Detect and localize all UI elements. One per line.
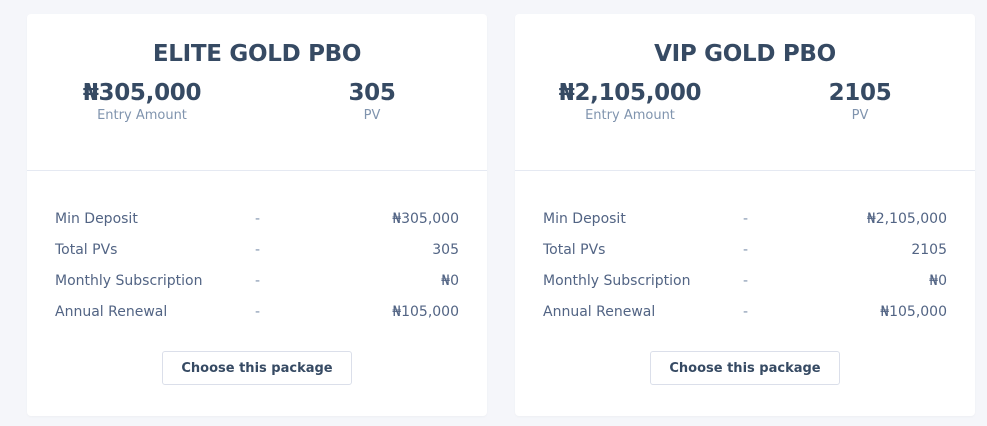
detail-separator: - — [743, 241, 749, 258]
button-wrapper: Choose this package — [55, 351, 459, 385]
detail-row-annual-renewal: Annual Renewal - ₦105,000 — [55, 296, 459, 327]
detail-label: Annual Renewal — [543, 303, 656, 320]
detail-value: ₦305,000 — [392, 210, 459, 227]
package-details: Min Deposit - ₦2,105,000 Total PVs - 210… — [515, 171, 975, 385]
entry-amount-value: ₦305,000 — [82, 80, 202, 106]
pv-stat: 305 PV — [257, 79, 487, 124]
detail-row-min-deposit: Min Deposit - ₦2,105,000 — [543, 203, 947, 234]
detail-label: Min Deposit — [55, 210, 138, 227]
detail-separator: - — [255, 241, 261, 258]
detail-value: ₦0 — [929, 272, 947, 289]
detail-separator: - — [743, 272, 749, 289]
detail-row-monthly-subscription: Monthly Subscription - ₦0 — [543, 265, 947, 296]
package-details: Min Deposit - ₦305,000 Total PVs - 305 M… — [27, 171, 487, 385]
package-header: ELITE GOLD PBO ₦305,000 Entry Amount 305… — [27, 14, 487, 171]
detail-separator: - — [255, 272, 261, 289]
button-wrapper: Choose this package — [543, 351, 947, 385]
detail-value: ₦2,105,000 — [866, 210, 947, 227]
detail-row-total-pvs: Total PVs - 2105 — [543, 234, 947, 265]
entry-amount-stat: ₦2,105,000 Entry Amount — [515, 79, 745, 124]
detail-label: Annual Renewal — [55, 303, 168, 320]
detail-value: 305 — [432, 241, 459, 258]
choose-package-button[interactable]: Choose this package — [650, 351, 840, 385]
entry-amount-label: Entry Amount — [97, 108, 187, 123]
package-card-vip-gold: VIP GOLD PBO ₦2,105,000 Entry Amount 210… — [515, 14, 975, 416]
detail-label: Monthly Subscription — [55, 272, 203, 289]
detail-row-total-pvs: Total PVs - 305 — [55, 234, 459, 265]
pv-label: PV — [363, 108, 381, 123]
detail-separator: - — [743, 210, 749, 227]
entry-amount-label: Entry Amount — [585, 108, 675, 123]
choose-package-button[interactable]: Choose this package — [162, 351, 352, 385]
pv-value: 2105 — [828, 80, 892, 106]
detail-separator: - — [255, 210, 261, 227]
detail-label: Total PVs — [55, 241, 118, 258]
detail-value: ₦105,000 — [392, 303, 459, 320]
detail-separator: - — [743, 303, 749, 320]
detail-label: Total PVs — [543, 241, 606, 258]
entry-amount-stat: ₦305,000 Entry Amount — [27, 79, 257, 124]
detail-row-annual-renewal: Annual Renewal - ₦105,000 — [543, 296, 947, 327]
detail-separator: - — [255, 303, 261, 320]
package-title: ELITE GOLD PBO — [152, 41, 362, 67]
pv-value: 305 — [348, 80, 396, 106]
detail-label: Monthly Subscription — [543, 272, 691, 289]
entry-amount-value: ₦2,105,000 — [558, 80, 702, 106]
pv-stat: 2105 PV — [745, 79, 975, 124]
package-list: ELITE GOLD PBO ₦305,000 Entry Amount 305… — [27, 14, 975, 416]
package-stats: ₦2,105,000 Entry Amount 2105 PV — [515, 79, 975, 124]
detail-value: 2105 — [911, 241, 947, 258]
detail-value: ₦0 — [441, 272, 459, 289]
package-title: VIP GOLD PBO — [654, 41, 836, 67]
package-card-elite-gold: ELITE GOLD PBO ₦305,000 Entry Amount 305… — [27, 14, 487, 416]
detail-row-monthly-subscription: Monthly Subscription - ₦0 — [55, 265, 459, 296]
detail-label: Min Deposit — [543, 210, 626, 227]
package-header: VIP GOLD PBO ₦2,105,000 Entry Amount 210… — [515, 14, 975, 171]
detail-row-min-deposit: Min Deposit - ₦305,000 — [55, 203, 459, 234]
detail-value: ₦105,000 — [880, 303, 947, 320]
package-stats: ₦305,000 Entry Amount 305 PV — [27, 79, 487, 124]
pv-label: PV — [851, 108, 869, 123]
